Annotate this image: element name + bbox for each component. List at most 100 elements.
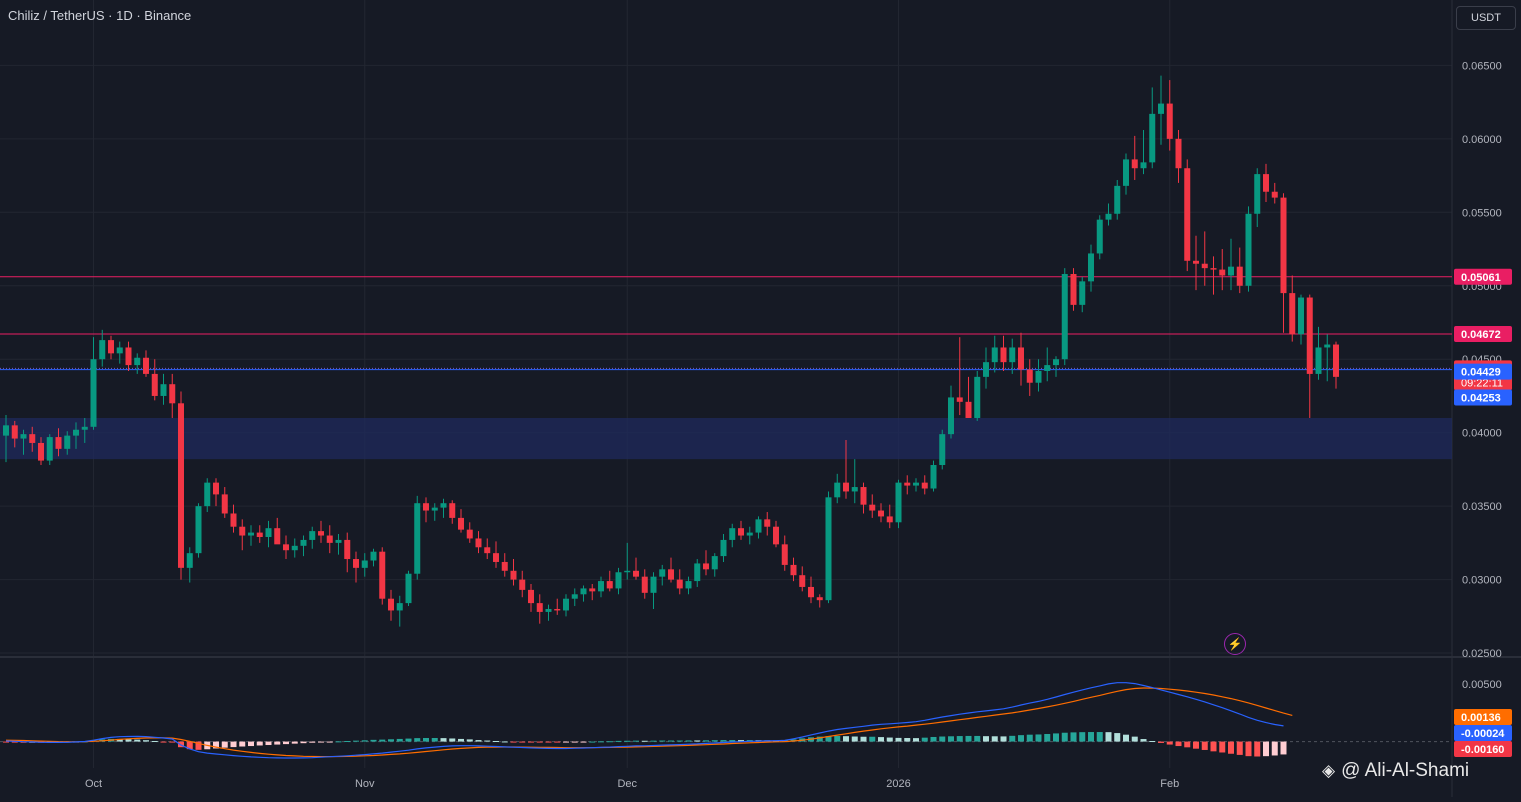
candle-body [239,526,246,536]
candle-body [808,586,814,598]
candle-body [458,517,464,530]
macd-histogram-bar [1009,735,1016,742]
candle-body [405,573,412,604]
candle-body [1263,174,1269,192]
macd-histogram-bar [956,736,963,742]
candle-body [265,528,272,537]
candle-body [878,510,884,517]
macd-histogram-bar [886,737,893,742]
candle-body [694,563,701,582]
candle-body [291,545,298,551]
candle-body [598,581,604,592]
symbol-title[interactable]: Chiliz / TetherUS · 1D · Binance [8,8,192,23]
macd-histogram-bar [326,741,333,743]
macd-histogram-bar [720,740,727,742]
macd-histogram-bar [1140,739,1147,742]
candle-body [1018,347,1024,370]
candle-body [326,535,333,543]
macd-histogram-bar [580,741,587,743]
macd-histogram-bar [318,741,324,743]
macd-histogram-bar [860,736,867,742]
macd-histogram-bar [1254,741,1261,757]
macd-histogram-bar [641,740,648,742]
macd-histogram-bar [633,740,639,742]
price-tag-bg [1454,363,1512,380]
macd-y-tick-label: 0.00500 [1462,679,1502,691]
candle-body [1254,174,1261,214]
macd-histogram-bar [1070,732,1077,742]
candle-body [685,581,692,589]
lightning-icon[interactable]: ⚡ [1224,633,1246,655]
candle-body [650,576,657,593]
candle-body [659,569,666,577]
macd-histogram-bar [1044,733,1051,742]
macd-histogram-bar [309,741,316,743]
candle-body [1306,297,1313,374]
price-tag: 0.04429 [1461,367,1501,379]
macd-histogram-bar [598,741,604,743]
macd-histogram-bar [1228,741,1234,754]
candle-body [1315,347,1322,374]
candle-body [90,359,97,427]
candle-body [230,513,237,527]
candle-body [493,553,499,562]
macd-histogram-bar [1088,732,1094,742]
candle-body [1166,103,1173,139]
candle-body [361,560,368,568]
macd-histogram-bar [493,741,499,742]
candle-body [711,556,718,570]
candle-body [38,442,44,461]
candle-body [606,581,613,589]
candle-body [913,482,919,486]
currency-button[interactable]: USDT [1456,6,1516,30]
support-zone-rect [0,417,1452,460]
macd-histogram-bar [825,736,832,742]
indicator-tag-bg [1454,741,1512,757]
macd-histogram-bar [431,738,438,742]
macd-histogram-bar [834,735,841,742]
candle-body [869,504,876,511]
macd-histogram-bar [1149,741,1156,742]
candle-body [309,531,316,540]
macd-histogram-bar [913,738,919,742]
macd-histogram-bar [379,739,386,742]
macd-histogram-bar [1219,741,1226,753]
candle-body [81,426,88,430]
macd-histogram-bar [134,739,141,742]
candle-body [1158,103,1164,114]
macd-histogram-bar [528,741,534,743]
candle-body [843,482,849,492]
macd-histogram-bar [1053,733,1059,742]
macd-histogram-bar [869,736,876,742]
watermark-text: @ Ali-Al-Shami [1341,760,1470,781]
macd-histogram-bar [396,738,403,742]
x-tick-label: Oct [85,778,102,790]
macd-histogram-bar [965,735,972,742]
candle-body [641,576,648,593]
candle-body [1114,185,1121,214]
macd-histogram-bar [1035,734,1042,742]
indicator-tag: -0.00024 [1461,728,1505,740]
candle-body [921,482,928,489]
candle-body [1044,365,1051,371]
macd-histogram-bar [843,736,849,742]
candle-body [344,539,351,560]
macd-histogram-bar [983,736,989,742]
macd-histogram-bar [1175,741,1182,747]
macd-histogram-bar [1184,741,1191,748]
candle-body [1088,253,1094,282]
macd-histogram-bar [895,737,902,742]
macd-histogram-bar [519,741,526,743]
macd-histogram-bar [1123,734,1129,742]
candle-body [501,561,508,571]
macd-histogram-bar [668,740,674,742]
candle-body [440,503,447,508]
macd-line [5,682,1284,759]
candle-body [860,487,867,505]
candle-body [668,569,674,580]
candle-body [825,497,832,601]
candle-body [816,597,823,601]
macd-histogram-bar [344,741,351,742]
